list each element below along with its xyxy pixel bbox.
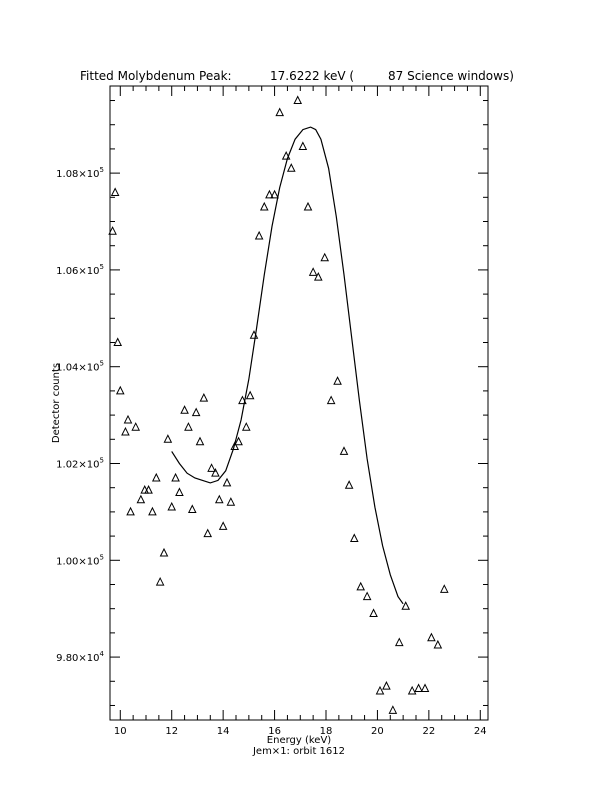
chart-title-left: Fitted Molybdenum Peak: — [80, 69, 232, 83]
data-point — [110, 187, 120, 196]
data-point — [108, 226, 117, 235]
data-point — [214, 494, 224, 504]
data-point — [281, 151, 291, 160]
data-point — [131, 422, 141, 431]
data-point — [293, 95, 303, 105]
data-point — [123, 414, 133, 424]
data-point — [159, 547, 169, 557]
data-point — [207, 463, 216, 472]
data-point — [245, 390, 255, 400]
data-point — [113, 337, 123, 347]
data-point — [241, 422, 251, 431]
chart-title: Fitted Molybdenum Peak: 17.6222 keV ( 87… — [80, 69, 514, 83]
data-point — [121, 426, 130, 436]
data-point — [230, 441, 240, 451]
chart-title-windows: 87 Science windows) — [388, 69, 514, 83]
data-point — [175, 487, 184, 497]
data-point — [333, 376, 342, 385]
data-point — [218, 521, 228, 530]
y-tick-label: 1.08×105 — [56, 166, 104, 180]
data-point — [369, 608, 378, 618]
data-point — [180, 405, 189, 414]
data-point — [326, 395, 336, 405]
data-point — [254, 230, 264, 240]
data-point — [163, 434, 173, 443]
data-point — [433, 639, 443, 649]
data-point — [414, 683, 423, 693]
data-point — [226, 497, 236, 506]
data-point — [238, 395, 247, 405]
axis-tick-labels: 10 12 14 16 18 20 22 24 9.80×104 1.00×105 1.02×105… — [56, 166, 486, 737]
data-point — [439, 584, 449, 593]
x-tick-label: 12 — [165, 726, 178, 737]
data-points — [108, 95, 449, 714]
data-point — [222, 477, 232, 487]
data-point — [199, 393, 209, 402]
x-tick-label: 10 — [114, 726, 127, 737]
data-point — [136, 494, 146, 504]
data-point — [203, 528, 213, 538]
data-point — [344, 480, 354, 489]
x-tick-label: 18 — [320, 726, 333, 737]
data-point — [155, 576, 165, 586]
data-point — [191, 407, 201, 417]
data-point — [356, 581, 366, 591]
data-point — [308, 267, 318, 276]
data-point — [115, 385, 125, 395]
data-point — [171, 472, 180, 482]
data-point — [349, 533, 359, 543]
data-point — [259, 201, 269, 211]
data-point — [313, 272, 323, 281]
data-point — [151, 472, 161, 482]
data-point — [394, 637, 404, 647]
data-point — [339, 446, 349, 455]
data-point — [303, 201, 313, 211]
data-point — [126, 506, 135, 516]
x-axis-label: Energy (keV) — [267, 735, 332, 746]
data-point — [375, 685, 385, 695]
data-point — [187, 504, 197, 513]
y-tick-label: 9.80×104 — [56, 650, 104, 664]
data-point — [401, 601, 411, 610]
x-tick-label: 24 — [474, 726, 487, 737]
data-point — [195, 436, 205, 446]
data-point — [427, 632, 436, 642]
data-point — [167, 501, 177, 511]
data-point — [362, 591, 372, 601]
x-tick-label: 16 — [268, 726, 281, 737]
y-axis-label: Detector counts — [51, 363, 62, 443]
x-tick-label: 14 — [217, 726, 230, 737]
data-point — [298, 141, 308, 150]
y-tick-label: 1.04×105 — [56, 360, 104, 374]
data-point — [144, 484, 153, 494]
chart-title-energy: 17.6222 keV ( — [270, 69, 354, 83]
data-point — [388, 705, 398, 714]
data-point — [148, 506, 157, 516]
data-point — [420, 683, 430, 693]
data-point — [184, 422, 193, 431]
y-tick-label: 1.06×105 — [56, 263, 104, 277]
plot-subtitle: Jem×1: orbit 1612 — [252, 746, 345, 757]
data-point — [286, 163, 296, 172]
x-tick-label: 22 — [422, 726, 435, 737]
data-point — [382, 681, 391, 690]
data-point — [407, 685, 417, 695]
axis-ticks — [110, 86, 488, 720]
plot-frame — [109, 85, 489, 721]
data-point — [249, 330, 259, 339]
data-point — [270, 189, 279, 199]
y-tick-label: 1.02×105 — [56, 456, 104, 470]
data-point — [275, 107, 285, 117]
data-point — [234, 436, 243, 446]
data-point — [211, 468, 220, 477]
data-point — [320, 252, 330, 262]
data-point — [265, 189, 274, 199]
y-tick-label: 1.00×105 — [56, 553, 104, 567]
fit-curve — [171, 126, 404, 605]
x-tick-label: 20 — [371, 726, 384, 737]
